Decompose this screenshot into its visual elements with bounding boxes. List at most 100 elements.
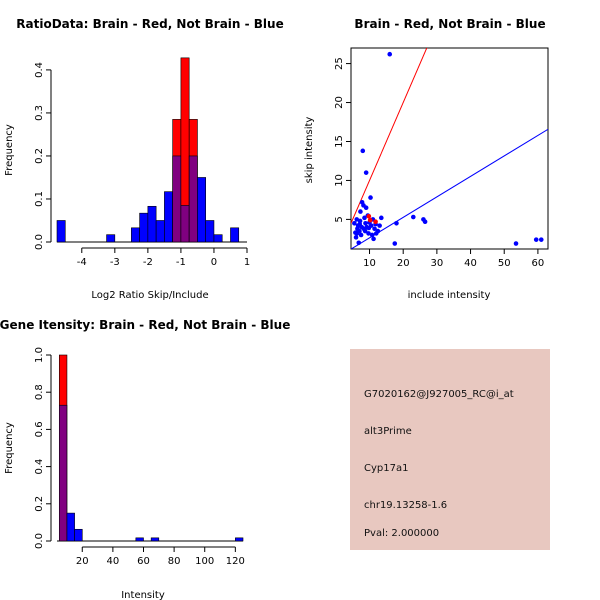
- scatter-blue-point: [372, 226, 377, 232]
- scatter-blue-point: [513, 241, 519, 246]
- scatter-x-tick-label: 30: [431, 258, 444, 269]
- ratio-blue-bar: [230, 227, 240, 243]
- scatter-blue-point: [356, 240, 362, 246]
- ratio-blue-bar: [213, 234, 223, 243]
- scatter-blue-point: [371, 236, 376, 242]
- intensity-y-tick-label: 0.2: [34, 496, 45, 512]
- intensity-y-tick-label: 0.0: [34, 533, 45, 549]
- scatter-blue-point: [358, 209, 363, 214]
- scatter-fit-line: [351, 128, 548, 249]
- scatter-x-tick-label: 10: [363, 258, 376, 269]
- scatter-blue-point: [422, 219, 428, 225]
- scatter-y-tick-label: 15: [334, 135, 345, 148]
- ratio-y-tick-label: 0.0: [34, 234, 45, 250]
- info-gene-name: Cyp17a1: [364, 463, 408, 474]
- ratio-y-tick-label: 0.4: [34, 62, 45, 78]
- ratio-x-tick-label: -2: [143, 257, 153, 268]
- scatter-blue-point: [369, 232, 375, 238]
- ratio-xlabel: Log2 Ratio Skip/Include: [91, 290, 208, 301]
- scatter-red-point: [367, 217, 373, 223]
- info-background: [350, 349, 550, 550]
- scatter-blue-point: [360, 148, 366, 154]
- scatter-identity-line: [351, 48, 428, 224]
- intensity-x-tick-label: 40: [107, 556, 120, 567]
- scatter-blue-point: [538, 237, 544, 242]
- ratio-title: RatioData: Brain - Red, Not Brain - Blue: [16, 17, 283, 31]
- intensity-blue-bar: [235, 537, 244, 542]
- ratio-x-tick-label: -1: [176, 257, 186, 268]
- scatter-blue-point: [375, 228, 381, 234]
- scatter-blue-point: [366, 225, 372, 231]
- ratio-overlap-bar: [172, 155, 182, 243]
- intensity-x-tick-label: 80: [168, 556, 181, 567]
- scatter-x-tick-label: 60: [532, 258, 545, 269]
- scatter-x-tick-label: 50: [498, 258, 511, 269]
- intensity-x-tick-label: 20: [76, 556, 89, 567]
- ratio-blue-bar: [139, 212, 149, 243]
- ratio-x-tick-label: -3: [110, 257, 120, 268]
- scatter-blue-point: [379, 215, 384, 221]
- intensity-xlabel: Intensity: [121, 590, 165, 600]
- intensity-blue-bar: [135, 537, 144, 542]
- scatter-blue-point: [358, 232, 364, 238]
- info-event-type: alt3Prime: [364, 426, 412, 437]
- intensity-y-tick-label: 1.0: [34, 347, 45, 363]
- ratio-x-tick-label: 0: [211, 257, 217, 268]
- scatter-x-tick-label: 20: [397, 258, 410, 269]
- ratio-blue-bar: [106, 234, 116, 243]
- scatter-plot-area: [351, 48, 548, 249]
- ratio-y-tick-label: 0.2: [34, 148, 45, 164]
- ratio-x-tick-label: 1: [244, 257, 250, 268]
- scatter-blue-point: [357, 221, 363, 227]
- ratio-blue-bar: [155, 220, 165, 243]
- ratio-blue-bar: [131, 227, 140, 243]
- intensity-y-tick-label: 0.6: [34, 421, 45, 437]
- scatter-title: Brain - Red, Not Brain - Blue: [354, 17, 545, 31]
- ratio-blue-bar: [56, 220, 66, 243]
- scatter-red-point: [366, 213, 372, 219]
- intensity-blue-bar: [74, 528, 83, 542]
- scatter-blue-point: [354, 231, 360, 236]
- scatter-blue-point: [410, 214, 416, 220]
- info-panel: G7020162@J927005_RC@i_at alt3Prime Cyp17…: [350, 349, 550, 550]
- intensity-y-tick-label: 0.4: [34, 459, 45, 475]
- scatter-blue-point: [363, 170, 369, 175]
- ratio-blue-bar: [147, 205, 157, 243]
- scatter-y-tick-label: 5: [334, 216, 345, 222]
- scatter-x-tick-label: 40: [464, 258, 477, 269]
- ratio-ylabel: Frequency: [4, 124, 15, 176]
- ratio-x-tick-label: -4: [77, 257, 87, 268]
- intensity-x-tick-label: 60: [137, 556, 150, 567]
- intensity-blue-bar: [66, 512, 75, 542]
- intensity-blue-bar: [150, 537, 160, 542]
- scatter-blue-point: [394, 220, 399, 226]
- info-location: chr19.13258-1.6: [364, 500, 447, 511]
- scatter-blue-point: [377, 223, 382, 228]
- intensity-scatter: Brain - Red, Not Brain - Blue include in…: [304, 17, 549, 301]
- ratio-overlap-bar: [188, 155, 198, 243]
- intensity-title: Gene Itensity: Brain - Red, Not Brain - …: [0, 318, 290, 332]
- ratio-blue-bar: [205, 220, 215, 243]
- scatter-ylabel: skip intensity: [304, 117, 315, 184]
- scatter-blue-point: [363, 205, 369, 211]
- intensity-x-tick-label: 100: [195, 556, 214, 567]
- scatter-y-tick-label: 10: [334, 174, 345, 187]
- intensity-ylabel: Frequency: [4, 422, 15, 474]
- intensity-x-tick-label: 120: [226, 556, 245, 567]
- intensity-histogram: Gene Itensity: Brain - Red, Not Brain - …: [0, 318, 290, 600]
- info-probe-id: G7020162@J927005_RC@i_at: [364, 389, 514, 400]
- scatter-blue-point: [533, 237, 539, 242]
- ratio-blue-bar: [164, 191, 173, 243]
- scatter-y-tick-label: 25: [334, 57, 345, 70]
- ratio-y-tick-label: 0.1: [34, 191, 45, 207]
- scatter-blue-point: [362, 228, 368, 234]
- scatter-blue-point: [392, 241, 398, 246]
- scatter-blue-point: [352, 220, 357, 226]
- intensity-overlap-bar: [58, 404, 68, 542]
- ratio-blue-bar: [197, 177, 206, 243]
- info-pval: Pval: 2.000000: [364, 528, 439, 539]
- scatter-blue-point: [368, 195, 373, 200]
- scatter-blue-point: [387, 51, 393, 57]
- scatter-blue-point: [353, 235, 359, 240]
